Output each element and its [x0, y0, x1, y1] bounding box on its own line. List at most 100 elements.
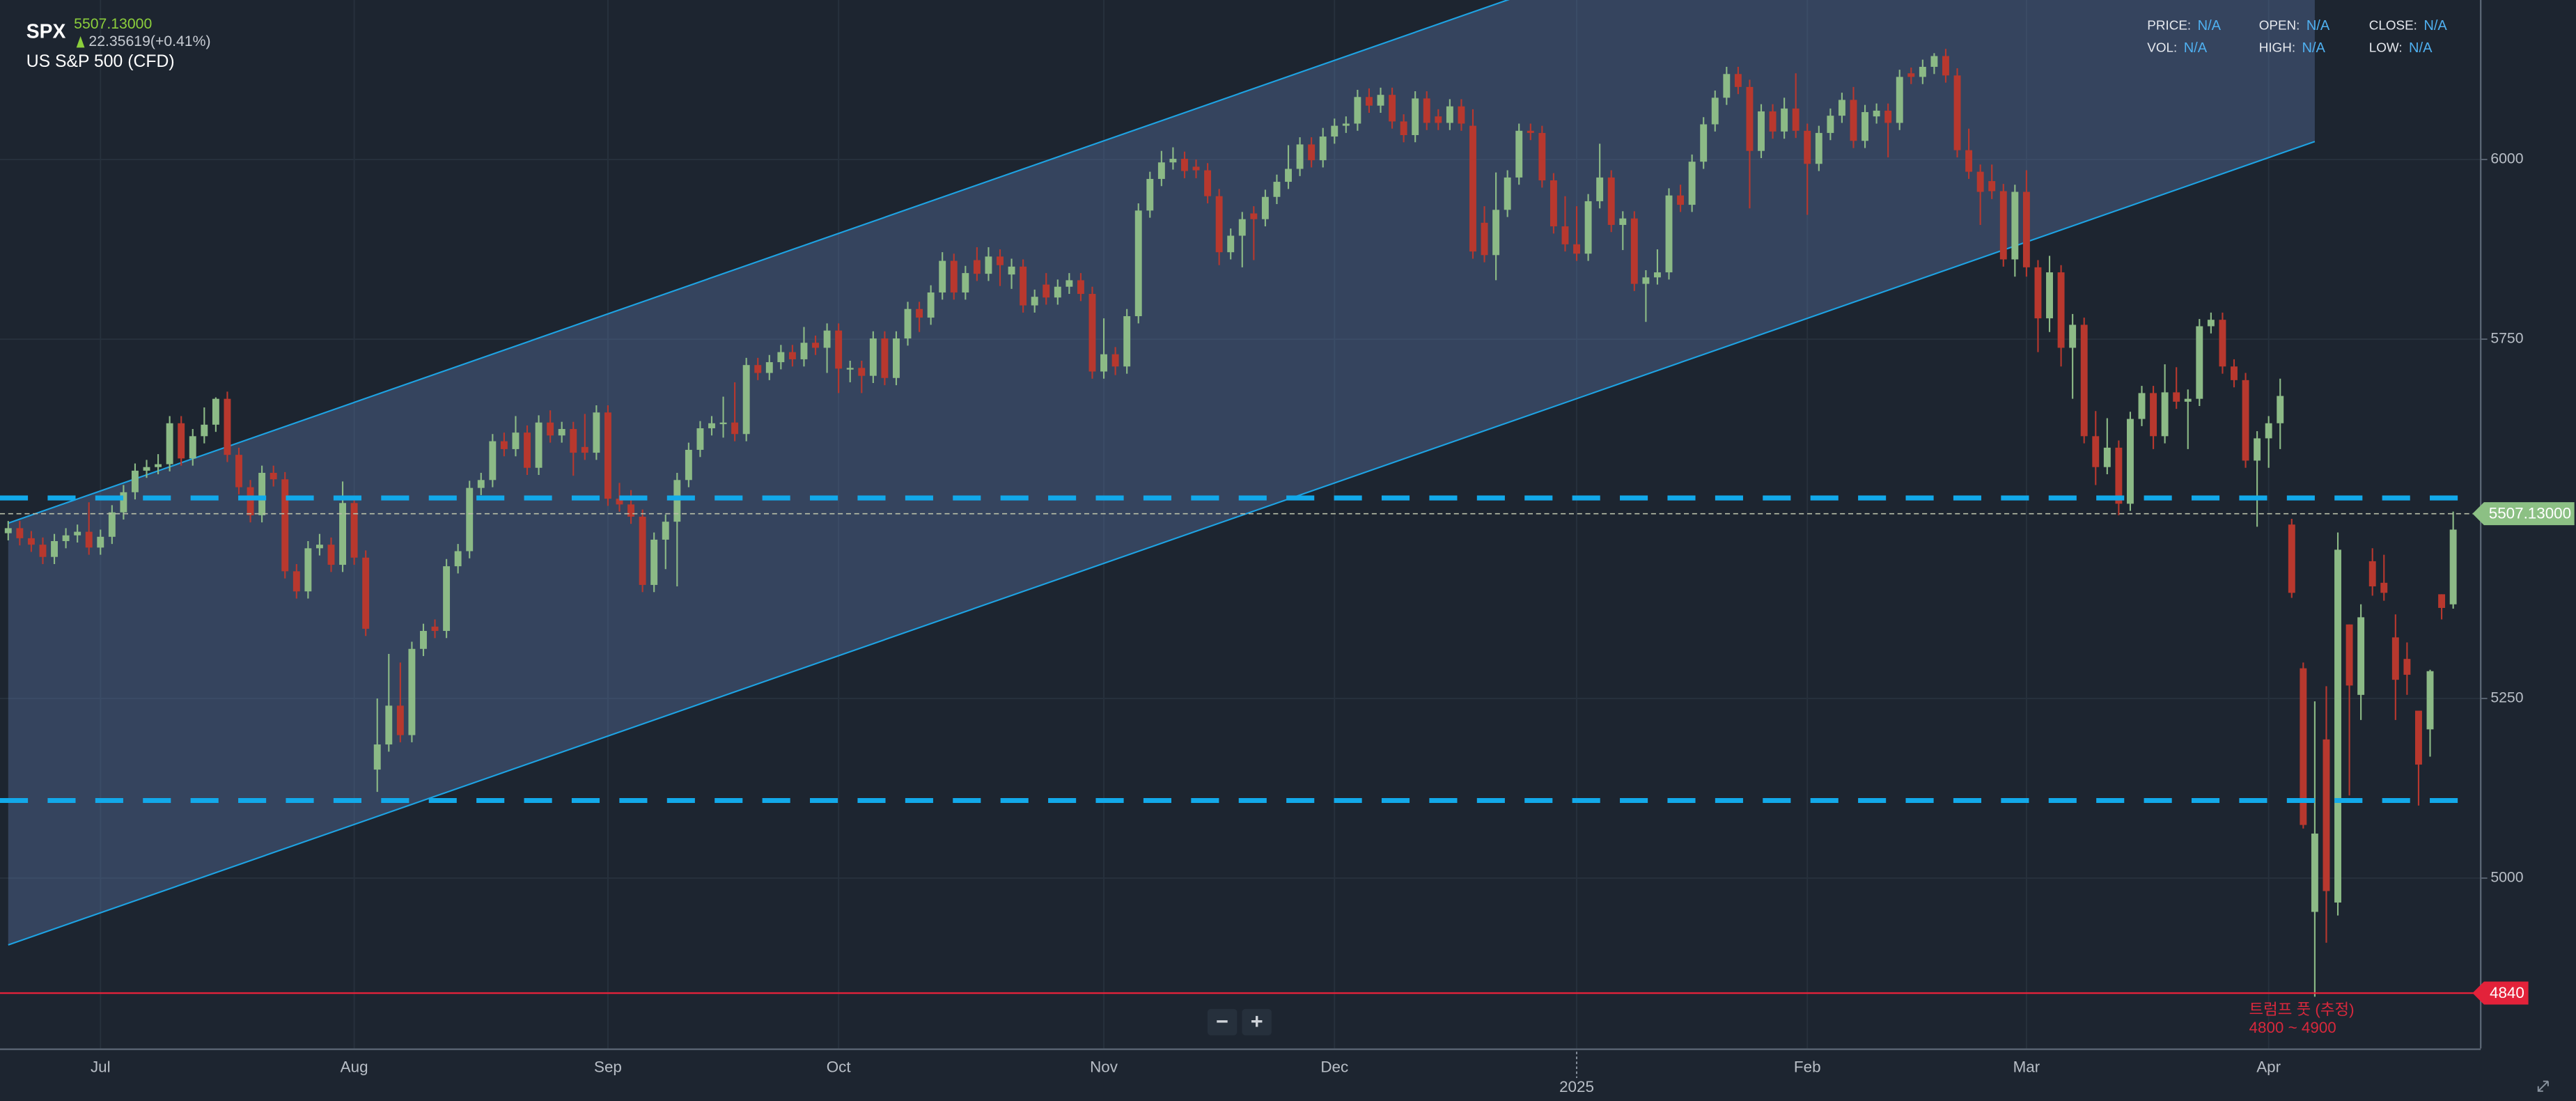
candle-body: [916, 309, 923, 318]
candle-body: [1642, 277, 1650, 284]
candle-body: [662, 522, 669, 540]
candle-body: [1711, 97, 1719, 125]
candle-body: [224, 398, 231, 455]
info-value: N/A: [2198, 18, 2222, 33]
candle-body: [535, 422, 542, 468]
candle-body: [1930, 56, 1938, 67]
candle-body: [1976, 171, 1984, 192]
candle-body: [1850, 100, 1857, 141]
candle-body: [512, 432, 520, 449]
candle-body: [2403, 659, 2411, 675]
x-tick-label: Jul: [91, 1059, 111, 1076]
candle-body: [39, 545, 47, 557]
candle-body: [1515, 130, 1523, 178]
x-tick-label: 2025: [1559, 1078, 1594, 1095]
candle-body: [396, 705, 404, 735]
candle-body: [1400, 121, 1407, 135]
candle-body: [1308, 144, 1316, 161]
candle-body: [1953, 75, 1961, 150]
candle-body: [1446, 106, 1453, 123]
candle-body: [1020, 266, 1027, 306]
candle-body: [1999, 191, 2007, 260]
zoom-in[interactable]: +: [1251, 1010, 1263, 1033]
candle-body: [454, 551, 462, 567]
candle-body: [1677, 195, 1685, 205]
last-price-label: 5507.13000: [2489, 505, 2571, 522]
candle-body: [581, 446, 588, 453]
x-tick-label: Aug: [341, 1059, 368, 1076]
info-label: VOL:: [2147, 40, 2177, 55]
candle-body: [1919, 66, 1926, 77]
channel-lower-line: [8, 141, 2316, 946]
candle-body: [466, 487, 474, 552]
candle-body: [1527, 130, 1534, 133]
zoom-in-button[interactable]: [1242, 1008, 1272, 1036]
info-label: PRICE:: [2147, 18, 2191, 33]
candle-body: [835, 330, 843, 369]
zoom-out[interactable]: −: [1216, 1010, 1228, 1033]
candle-body: [1365, 97, 1373, 106]
candle-body: [2046, 272, 2053, 319]
candle-body: [1412, 98, 1419, 135]
candle-body: [1942, 56, 1949, 76]
y-tick-label: 5750: [2490, 331, 2523, 347]
candle-body: [120, 492, 127, 513]
candle-body: [85, 531, 93, 548]
zoom-out-button[interactable]: [1207, 1008, 1238, 1036]
resize-icon[interactable]: [2537, 1080, 2549, 1092]
candle-body: [2345, 624, 2353, 686]
candle-body: [2334, 549, 2341, 903]
candle-body: [1838, 100, 1845, 116]
candle-body: [1296, 144, 1304, 169]
info-label: HIGH:: [2259, 40, 2295, 55]
candle-body: [616, 499, 623, 505]
candle-body: [1758, 111, 1765, 151]
candle-body: [696, 428, 704, 450]
candle-body: [1342, 123, 1350, 126]
candle-body: [800, 343, 808, 359]
candle-body: [1815, 132, 1822, 164]
candle-body: [2357, 617, 2365, 695]
candle-body: [1146, 178, 1154, 211]
candle-body: [570, 429, 577, 453]
candle-body: [754, 365, 762, 373]
info-value: N/A: [2409, 40, 2433, 56]
candle-body: [2150, 393, 2157, 437]
info-label: OPEN:: [2259, 18, 2300, 33]
y-tick-label: 6000: [2490, 151, 2523, 167]
candle-body: [74, 531, 81, 536]
candle-body: [443, 566, 451, 631]
candle-body: [2277, 396, 2284, 423]
candle-body: [408, 648, 416, 735]
candle-body: [1250, 213, 1258, 219]
candle-body: [281, 479, 289, 572]
candle-body: [962, 273, 969, 292]
candle-body: [2231, 366, 2238, 380]
candle-body: [719, 422, 727, 425]
candle-body: [2022, 192, 2030, 267]
candle-body: [1319, 136, 1327, 161]
candle-body: [2011, 192, 2019, 260]
x-tick-label: Mar: [2013, 1059, 2040, 1076]
candle-body: [27, 538, 35, 545]
candle-body: [997, 256, 1004, 265]
candle-body: [1238, 219, 1246, 236]
candle-body: [1181, 159, 1188, 171]
candle-body: [2092, 436, 2100, 467]
candle-body: [1192, 166, 1200, 171]
candle-body: [132, 470, 139, 492]
candle-body: [2449, 529, 2457, 604]
candle-body: [1884, 110, 1892, 123]
candle-body: [950, 260, 958, 292]
candle-body: [201, 424, 208, 437]
candle-body: [2311, 833, 2318, 912]
candle-body: [2380, 582, 2388, 593]
change: 22.35619(+0.41%): [88, 33, 210, 49]
candle-body: [869, 338, 877, 376]
candle-body: [1031, 297, 1038, 306]
candle-body: [108, 512, 116, 537]
zoom-controls: − +: [1207, 1008, 1272, 1036]
candle-body: [927, 292, 935, 318]
